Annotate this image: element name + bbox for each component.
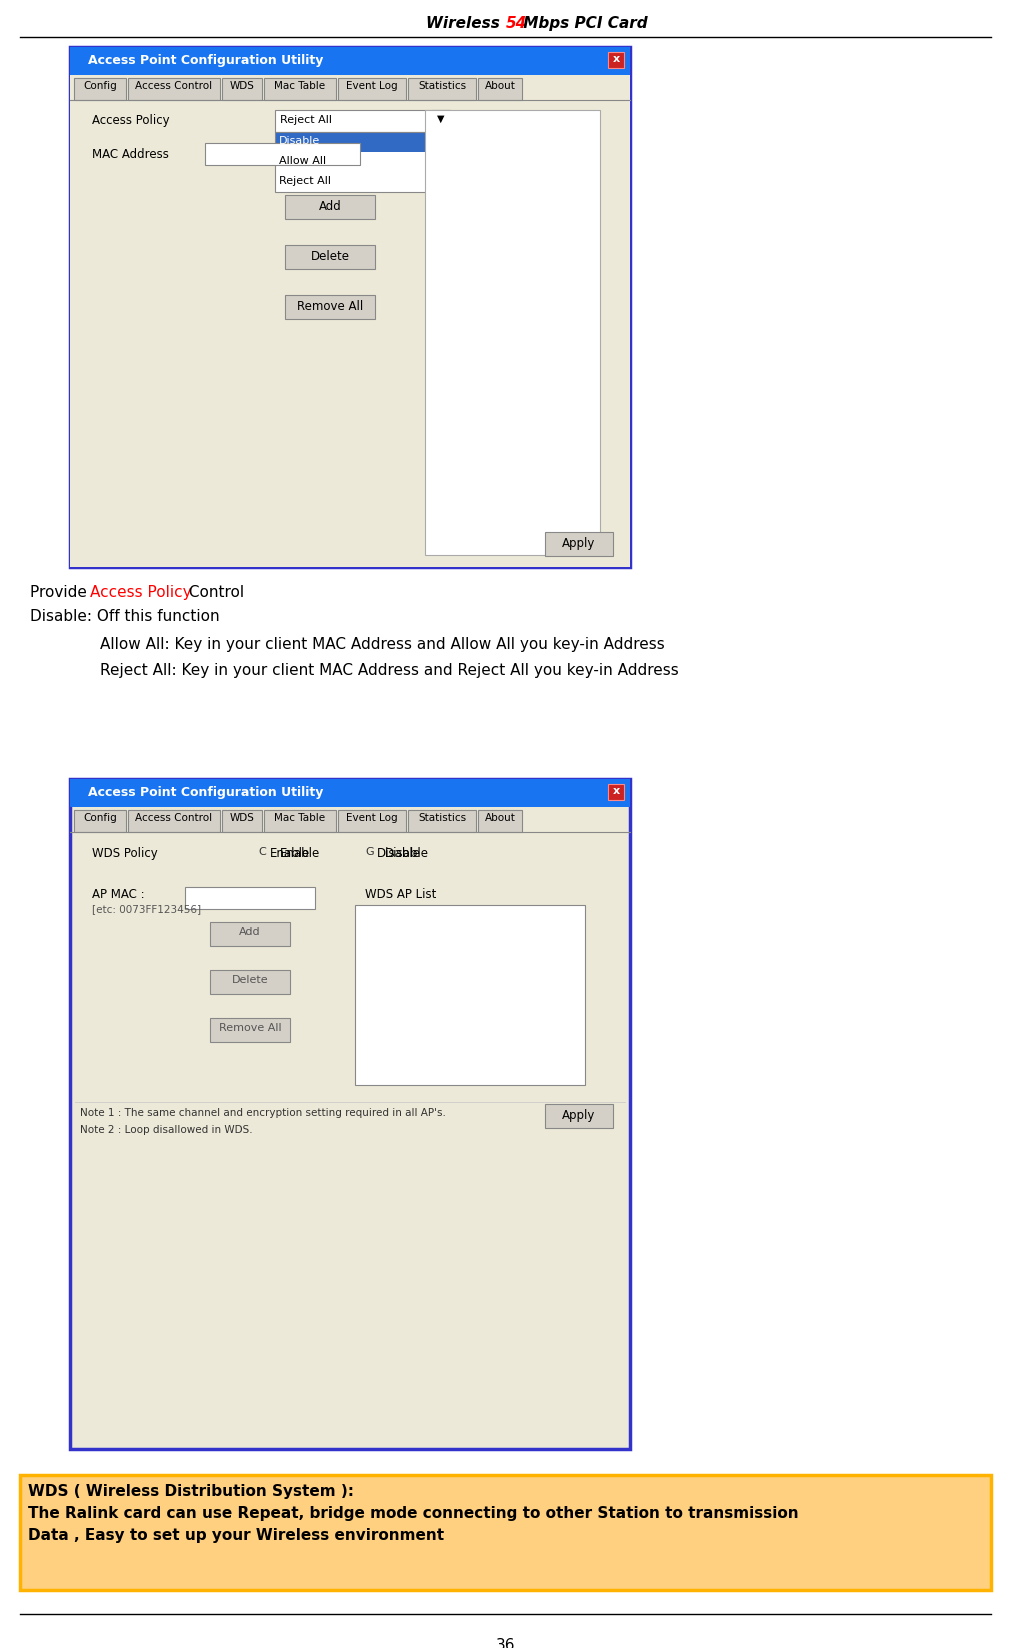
Text: About: About: [484, 812, 516, 822]
Text: Statistics: Statistics: [418, 812, 466, 822]
Text: Apply: Apply: [562, 1109, 595, 1121]
Text: G: G: [365, 847, 374, 857]
Text: WDS Policy: WDS Policy: [92, 847, 158, 860]
FancyBboxPatch shape: [210, 1018, 290, 1043]
FancyBboxPatch shape: [408, 811, 476, 832]
Text: 54: 54: [506, 16, 527, 31]
Text: The Ralink card can use Repeat, bridge mode connecting to other Station to trans: The Ralink card can use Repeat, bridge m…: [28, 1505, 799, 1519]
Text: Config: Config: [83, 81, 117, 91]
Text: Access Point Configuration Utility: Access Point Configuration Utility: [88, 786, 324, 799]
Text: Reject All: Reject All: [280, 115, 332, 125]
Text: Remove All: Remove All: [297, 300, 363, 313]
Text: Note 1 : The same channel and encryption setting required in all AP's.: Note 1 : The same channel and encryption…: [80, 1107, 446, 1117]
Text: About: About: [484, 81, 516, 91]
Text: Note 2 : Loop disallowed in WDS.: Note 2 : Loop disallowed in WDS.: [80, 1124, 253, 1134]
FancyBboxPatch shape: [74, 79, 126, 101]
FancyBboxPatch shape: [275, 153, 432, 173]
Text: 36: 36: [495, 1636, 516, 1648]
Text: Allow All: Key in your client MAC Address and Allow All you key-in Address: Allow All: Key in your client MAC Addres…: [100, 636, 665, 651]
FancyBboxPatch shape: [222, 811, 262, 832]
Text: C: C: [258, 847, 266, 857]
FancyBboxPatch shape: [275, 133, 432, 153]
Text: Allow All: Allow All: [279, 157, 327, 166]
Text: WDS: WDS: [229, 812, 255, 822]
Text: Data , Easy to set up your Wireless environment: Data , Easy to set up your Wireless envi…: [28, 1528, 444, 1543]
Text: Event Log: Event Log: [346, 812, 397, 822]
Text: Add: Add: [240, 926, 261, 936]
Text: Wireless: Wireless: [427, 16, 506, 31]
FancyBboxPatch shape: [264, 811, 336, 832]
Text: Statistics: Statistics: [418, 81, 466, 91]
Text: Access Control: Access Control: [135, 812, 212, 822]
Text: Enable: Enable: [280, 847, 320, 860]
Text: WDS AP List: WDS AP List: [365, 888, 437, 900]
FancyBboxPatch shape: [70, 780, 630, 1449]
FancyBboxPatch shape: [285, 196, 375, 219]
FancyBboxPatch shape: [285, 297, 375, 320]
FancyBboxPatch shape: [408, 79, 476, 101]
Text: Control: Control: [184, 585, 244, 600]
Text: Disable: Disable: [377, 847, 421, 860]
FancyBboxPatch shape: [338, 811, 406, 832]
Text: AP MAC :: AP MAC :: [92, 888, 145, 900]
Text: Reject All: Key in your client MAC Address and Reject All you key-in Address: Reject All: Key in your client MAC Addre…: [100, 662, 678, 677]
Text: Access Policy: Access Policy: [90, 585, 192, 600]
Text: Mac Table: Mac Table: [274, 81, 326, 91]
Text: Disable: Disable: [385, 847, 429, 860]
Text: Remove All: Remove All: [218, 1022, 281, 1032]
FancyBboxPatch shape: [478, 811, 522, 832]
FancyBboxPatch shape: [275, 110, 450, 133]
FancyBboxPatch shape: [70, 48, 630, 76]
FancyBboxPatch shape: [275, 173, 432, 193]
FancyBboxPatch shape: [210, 923, 290, 946]
FancyBboxPatch shape: [222, 79, 262, 101]
Text: WDS ( Wireless Distribution System ):: WDS ( Wireless Distribution System ):: [28, 1483, 354, 1498]
FancyBboxPatch shape: [264, 79, 336, 101]
FancyBboxPatch shape: [545, 1104, 613, 1129]
FancyBboxPatch shape: [545, 532, 613, 557]
FancyBboxPatch shape: [432, 110, 450, 133]
Text: Disable: Off this function: Disable: Off this function: [30, 608, 219, 623]
Text: ▼: ▼: [437, 114, 445, 124]
FancyBboxPatch shape: [210, 971, 290, 994]
FancyBboxPatch shape: [608, 53, 624, 69]
Text: Access Policy: Access Policy: [92, 114, 170, 127]
Text: Event Log: Event Log: [346, 81, 397, 91]
Circle shape: [367, 849, 373, 855]
FancyBboxPatch shape: [355, 905, 585, 1086]
Text: [etc: 0073FF123456]: [etc: 0073FF123456]: [92, 903, 201, 913]
Text: Mbps PCI Card: Mbps PCI Card: [519, 16, 648, 31]
Text: Enable: Enable: [270, 847, 310, 860]
Text: Apply: Apply: [562, 537, 595, 550]
Text: Delete: Delete: [310, 250, 350, 262]
FancyBboxPatch shape: [185, 888, 315, 910]
Text: Disable: Disable: [279, 135, 320, 147]
FancyBboxPatch shape: [20, 1475, 991, 1590]
Text: Access Point Configuration Utility: Access Point Configuration Utility: [88, 54, 324, 68]
Text: Access Control: Access Control: [135, 81, 212, 91]
FancyBboxPatch shape: [338, 79, 406, 101]
FancyBboxPatch shape: [285, 246, 375, 270]
FancyBboxPatch shape: [70, 76, 630, 567]
FancyBboxPatch shape: [128, 811, 220, 832]
Text: x: x: [613, 786, 620, 796]
Text: Config: Config: [83, 812, 117, 822]
FancyBboxPatch shape: [205, 143, 360, 166]
FancyBboxPatch shape: [70, 780, 630, 808]
FancyBboxPatch shape: [128, 79, 220, 101]
FancyBboxPatch shape: [425, 110, 600, 555]
Text: Reject All: Reject All: [279, 176, 331, 186]
Text: x: x: [613, 54, 620, 64]
Text: Provide: Provide: [30, 585, 92, 600]
Text: Mac Table: Mac Table: [274, 812, 326, 822]
FancyBboxPatch shape: [70, 48, 630, 567]
FancyBboxPatch shape: [608, 784, 624, 801]
Text: WDS: WDS: [229, 81, 255, 91]
Text: MAC Address: MAC Address: [92, 148, 169, 162]
Text: Add: Add: [318, 199, 342, 213]
FancyBboxPatch shape: [74, 811, 126, 832]
Text: Delete: Delete: [232, 974, 268, 984]
FancyBboxPatch shape: [478, 79, 522, 101]
